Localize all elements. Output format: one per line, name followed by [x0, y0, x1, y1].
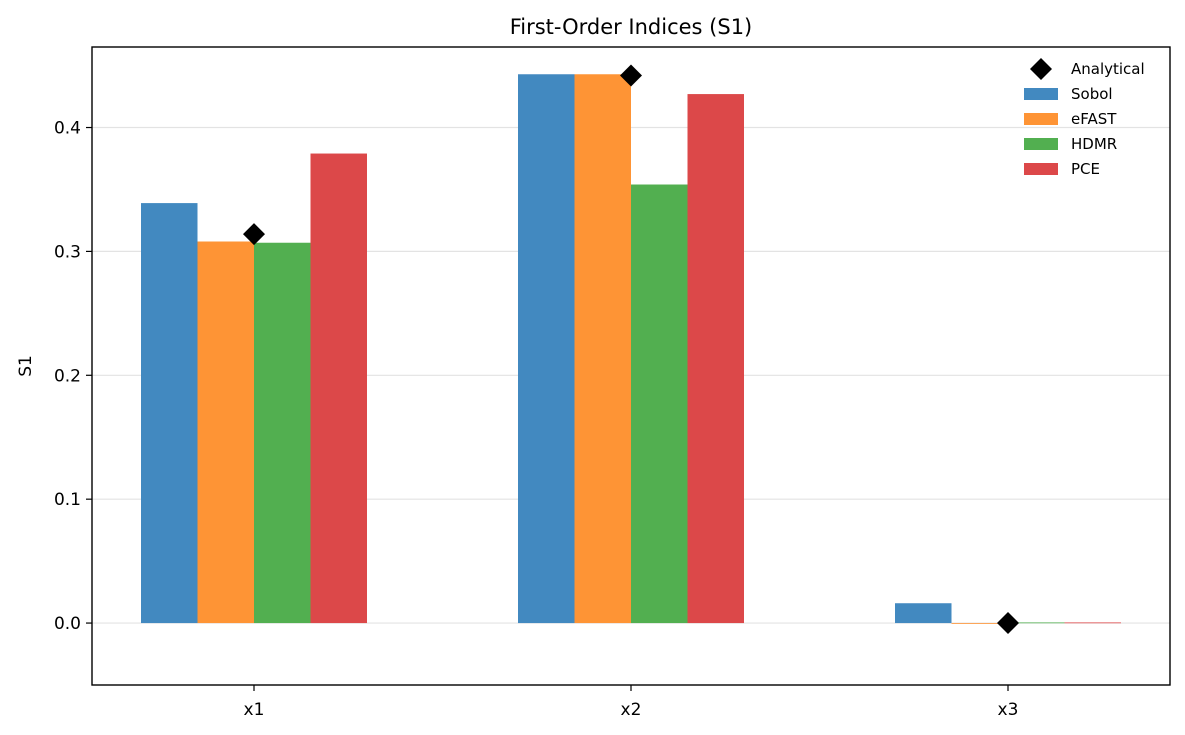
legend-label-analytical: Analytical — [1071, 60, 1145, 78]
legend-label-sobol: Sobol — [1071, 85, 1113, 103]
legend-label-efast: eFAST — [1071, 110, 1117, 128]
y-tick-label: 0.2 — [54, 366, 81, 386]
bar-sobol-x1 — [141, 203, 198, 624]
y-tick-label: 0.4 — [54, 119, 81, 139]
legend-label-hdmr: HDMR — [1071, 135, 1117, 153]
y-tick-label: 0.0 — [54, 614, 81, 634]
x-tick-label-x1: x1 — [244, 700, 265, 720]
chart-title: First-Order Indices (S1) — [510, 15, 753, 39]
legend-swatch-pce — [1024, 163, 1058, 175]
legend-item-efast: eFAST — [1024, 110, 1117, 128]
y-tick-label: 0.3 — [54, 242, 81, 262]
y-axis-label: S1 — [16, 355, 36, 377]
x-axis-ticks: x1 x2 x3 — [244, 685, 1019, 720]
legend-item-analytical: Analytical — [1030, 58, 1145, 80]
legend-item-pce: PCE — [1024, 160, 1100, 178]
bar-pce-x3 — [1064, 622, 1121, 624]
x-tick-label-x2: x2 — [621, 700, 642, 720]
legend-swatch-sobol — [1024, 88, 1058, 100]
bar-sobol-x3 — [895, 603, 952, 624]
y-axis-ticks: 0.0 0.1 0.2 0.3 0.4 — [54, 119, 92, 634]
legend-swatch-efast — [1024, 113, 1058, 125]
bar-efast-x2 — [574, 74, 631, 624]
analytical-marker-x1 — [243, 223, 265, 246]
bar-pce-x2 — [687, 94, 744, 624]
analytical-marker-x2 — [620, 64, 642, 87]
legend-label-pce: PCE — [1071, 160, 1100, 178]
legend: Analytical Sobol eFAST HDMR PCE — [1024, 58, 1145, 178]
x-tick-label-x3: x3 — [998, 700, 1019, 720]
bar-sobol-x2 — [518, 74, 575, 624]
bar-efast-x1 — [197, 241, 254, 624]
bar-pce-x1 — [310, 153, 367, 624]
bar-hdmr-x1 — [254, 242, 311, 624]
bar-efast-x3 — [951, 623, 1008, 624]
analytical-markers — [243, 64, 1019, 635]
legend-item-hdmr: HDMR — [1024, 135, 1117, 153]
bars-group — [141, 74, 1121, 624]
legend-swatch-analytical — [1030, 58, 1052, 80]
analytical-marker-x3 — [997, 612, 1019, 635]
bar-hdmr-x3 — [1008, 622, 1065, 624]
bar-hdmr-x2 — [631, 184, 688, 624]
legend-swatch-hdmr — [1024, 138, 1058, 150]
legend-item-sobol: Sobol — [1024, 85, 1113, 103]
y-tick-label: 0.1 — [54, 490, 81, 510]
